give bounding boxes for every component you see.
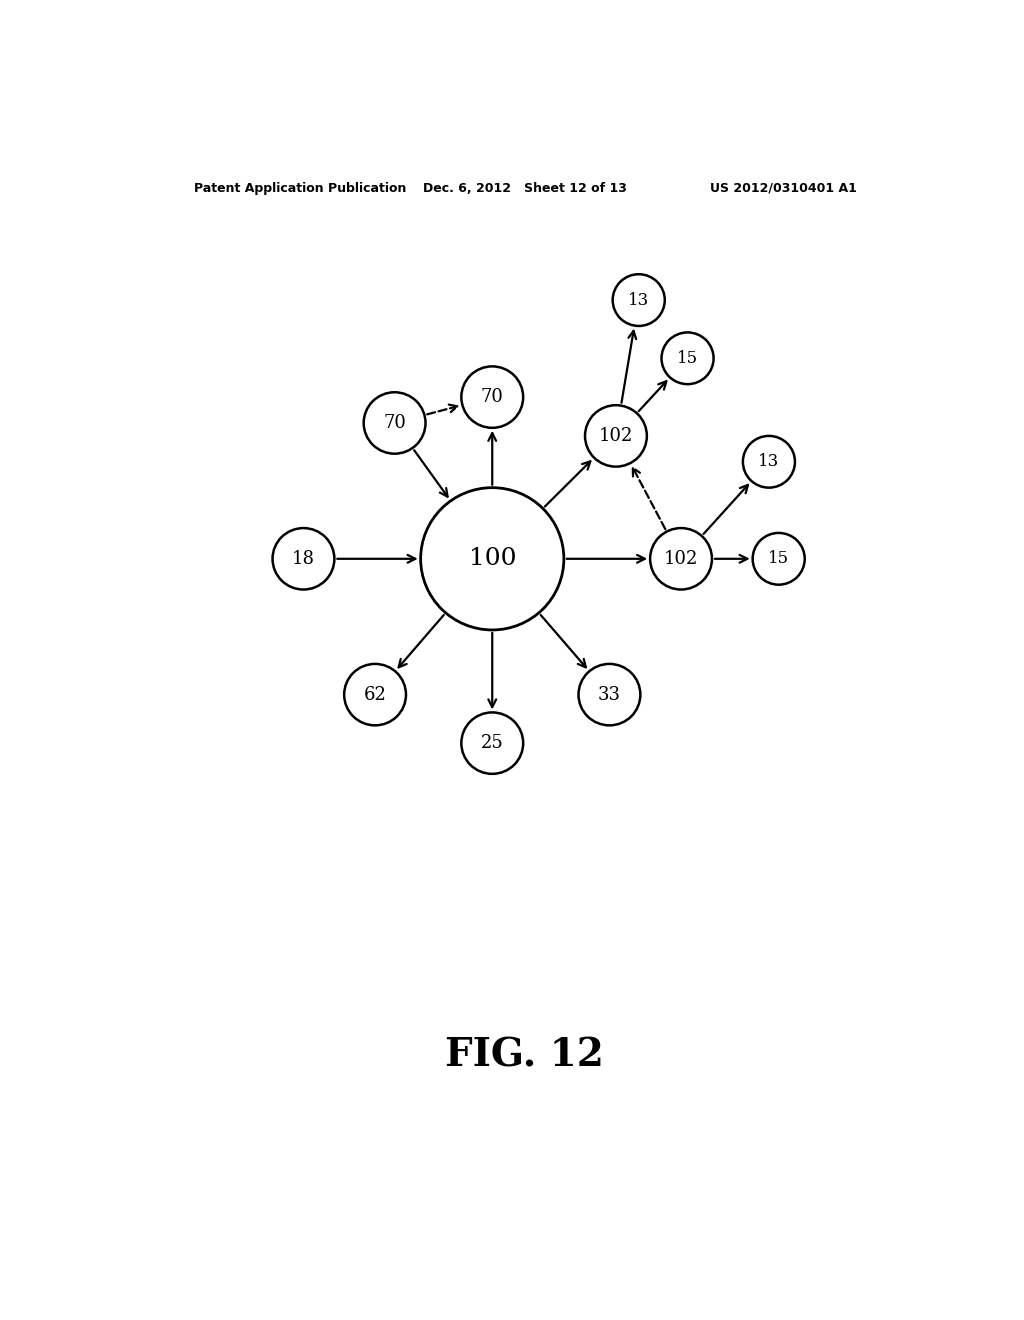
Text: 13: 13 [628, 292, 649, 309]
Text: 15: 15 [677, 350, 698, 367]
Text: 70: 70 [481, 388, 504, 407]
Text: 62: 62 [364, 685, 386, 704]
Text: 25: 25 [481, 734, 504, 752]
Text: 15: 15 [768, 550, 790, 568]
Text: US 2012/0310401 A1: US 2012/0310401 A1 [710, 182, 856, 194]
Circle shape [272, 528, 335, 590]
Text: 102: 102 [664, 550, 698, 568]
Circle shape [344, 664, 406, 726]
Circle shape [612, 275, 665, 326]
Text: 33: 33 [598, 685, 621, 704]
Circle shape [650, 528, 712, 590]
Circle shape [579, 664, 640, 726]
Circle shape [462, 367, 523, 428]
Circle shape [462, 713, 523, 774]
Text: 18: 18 [292, 550, 315, 568]
Text: Dec. 6, 2012   Sheet 12 of 13: Dec. 6, 2012 Sheet 12 of 13 [423, 182, 627, 194]
Circle shape [421, 487, 564, 630]
Text: 13: 13 [759, 453, 779, 470]
Text: 102: 102 [599, 426, 633, 445]
Circle shape [753, 533, 805, 585]
Circle shape [364, 392, 426, 454]
Text: FIG. 12: FIG. 12 [445, 1036, 604, 1074]
Text: 70: 70 [383, 414, 407, 432]
Circle shape [585, 405, 647, 467]
Text: Patent Application Publication: Patent Application Publication [194, 182, 407, 194]
Circle shape [662, 333, 714, 384]
Text: 100: 100 [469, 548, 516, 570]
Circle shape [742, 436, 795, 487]
